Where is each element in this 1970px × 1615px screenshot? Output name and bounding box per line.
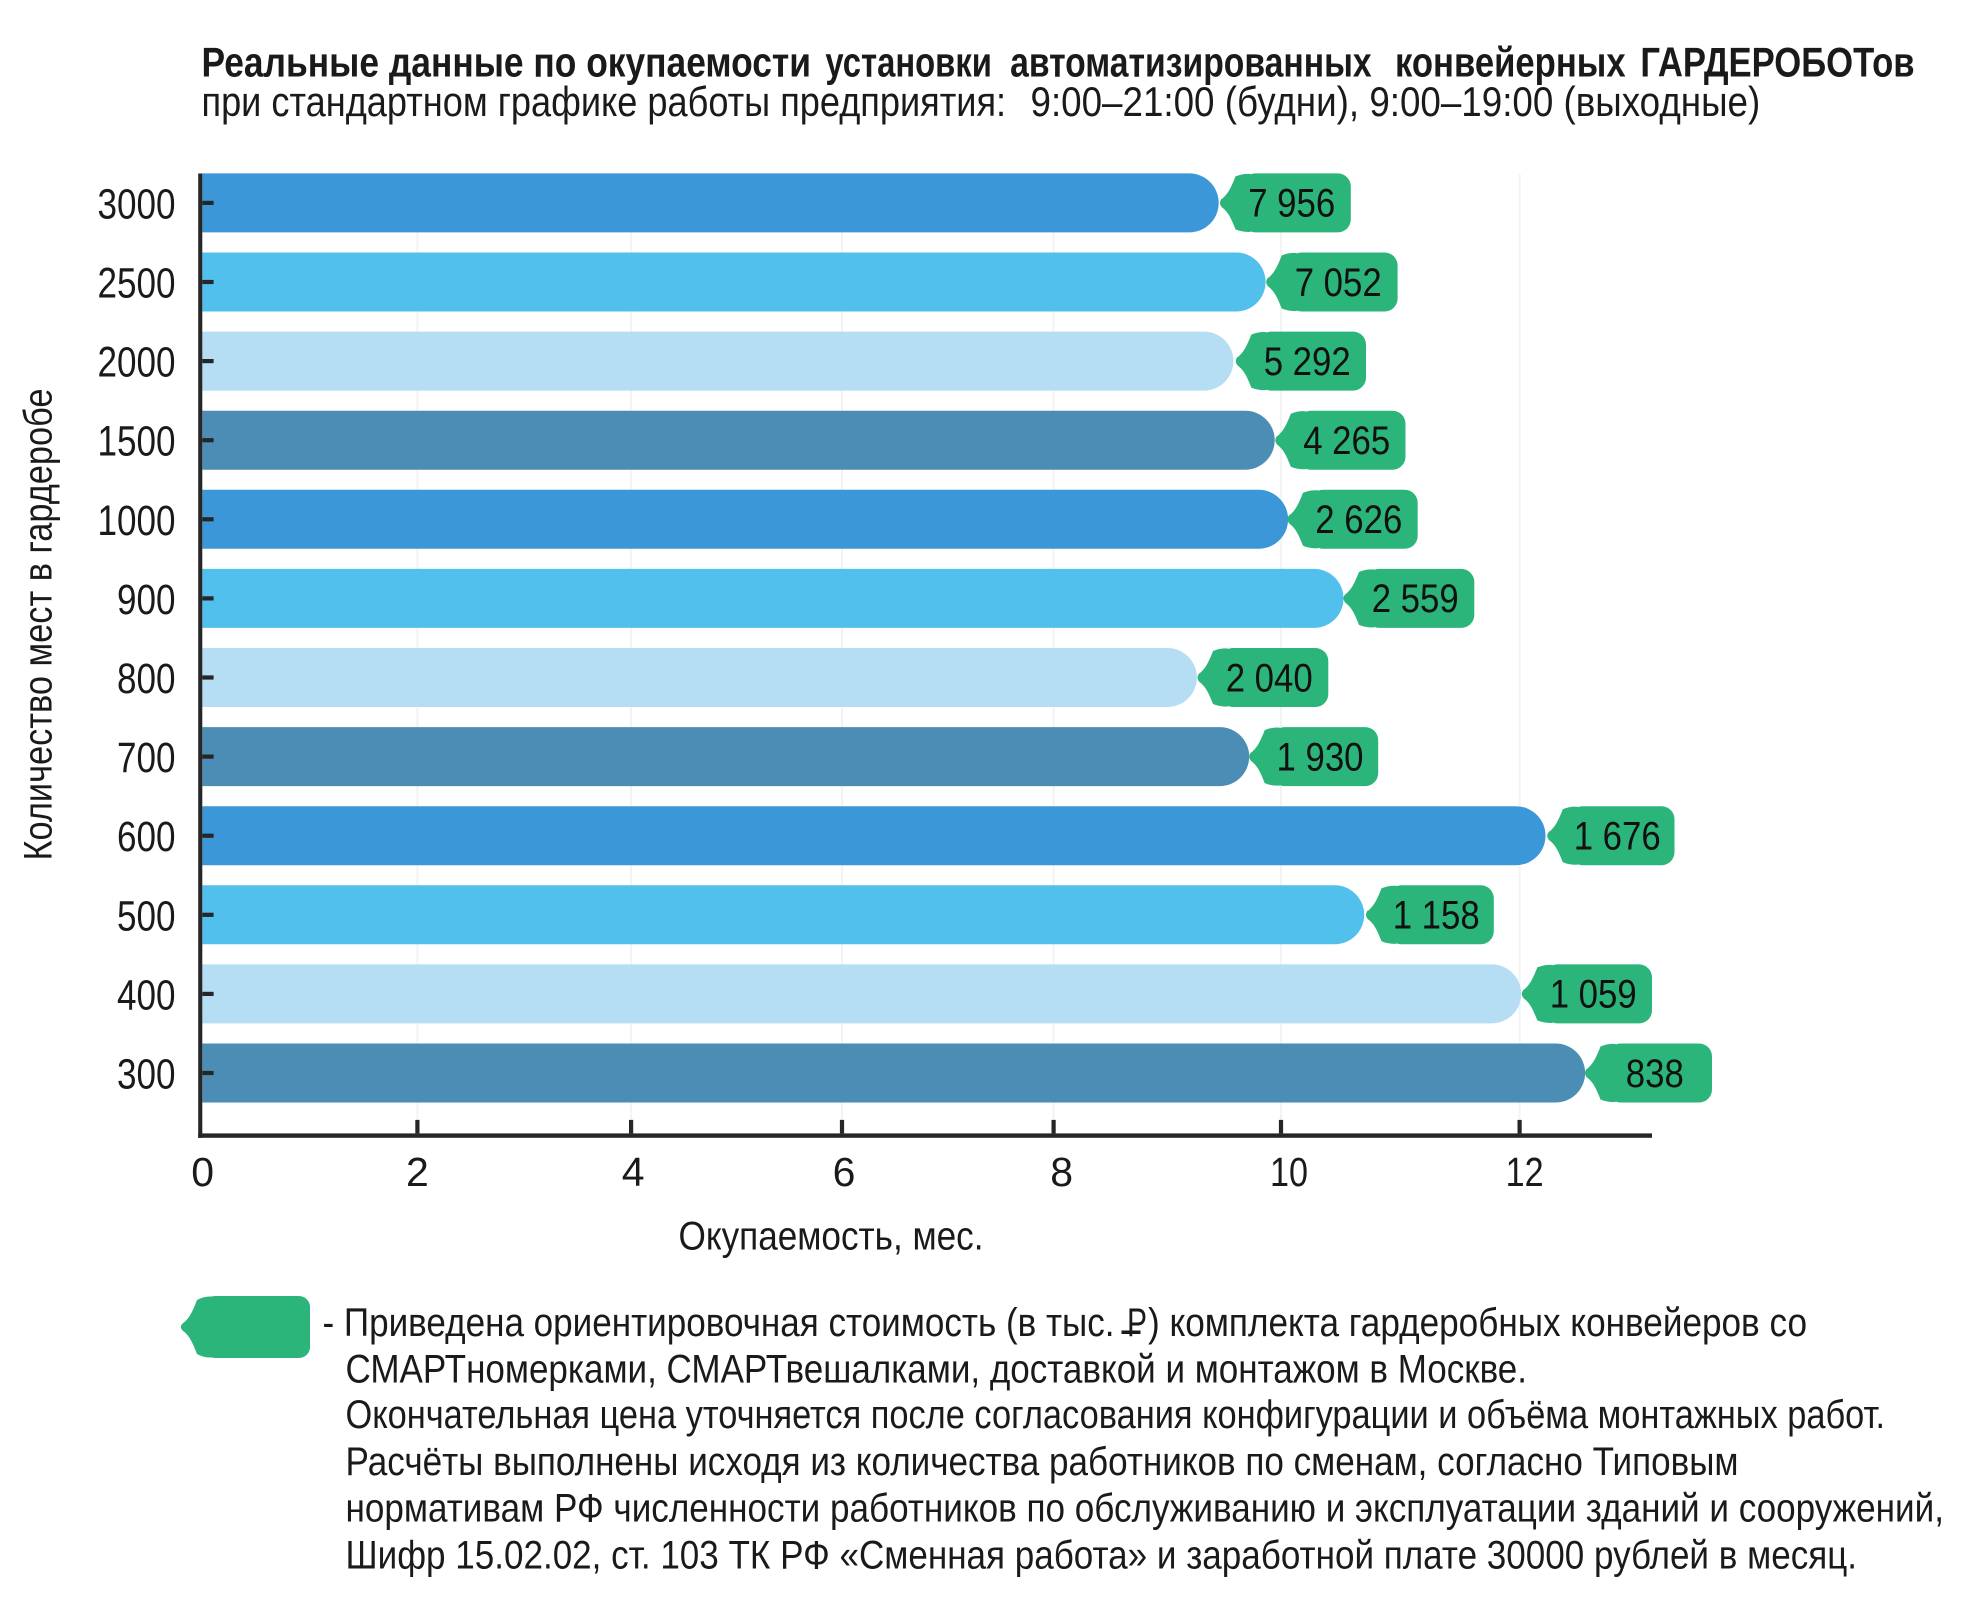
svg-text:Окончательная цена уточняется: Окончательная цена уточняется после согл…	[346, 1393, 1886, 1437]
svg-text:конвейерных: конвейерных	[1395, 39, 1626, 86]
svg-text:1 158: 1 158	[1393, 894, 1480, 938]
svg-text:7 956: 7 956	[1248, 182, 1335, 226]
svg-text:Окупаемость, мес.: Окупаемость, мес.	[679, 1215, 984, 1259]
svg-text:Р: Р	[1127, 1301, 1147, 1345]
svg-text:ГАРДЕРОБОТов: ГАРДЕРОБОТов	[1640, 39, 1914, 86]
svg-text:2 040: 2 040	[1226, 656, 1313, 700]
svg-text:Шифр 15.02.02, ст. 103 ТК РФ «: Шифр 15.02.02, ст. 103 ТК РФ «Сменная ра…	[346, 1533, 1858, 1577]
svg-text:1 930: 1 930	[1277, 735, 1364, 779]
svg-text:600: 600	[117, 813, 176, 861]
svg-text:10: 10	[1270, 1149, 1308, 1195]
svg-text:400: 400	[117, 971, 176, 1019]
svg-text:1 676: 1 676	[1574, 815, 1661, 859]
svg-text:Реальные данные по окупаемости: Реальные данные по окупаемости	[202, 39, 812, 86]
svg-text:300: 300	[117, 1051, 176, 1099]
svg-text:нормативам РФ численности рабо: нормативам РФ численности работников по …	[346, 1487, 1945, 1531]
svg-text:800: 800	[117, 655, 176, 703]
svg-text:9:00–21:00 (будни), 9:00–19:00: 9:00–21:00 (будни), 9:00–19:00 (выходные…	[1031, 78, 1761, 125]
svg-text:2 626: 2 626	[1315, 498, 1402, 542]
svg-text:1 059: 1 059	[1550, 973, 1637, 1017]
svg-text:1500: 1500	[98, 418, 176, 466]
svg-text:Количество мест в гардеробе: Количество мест в гардеробе	[17, 389, 61, 861]
svg-text:) комплекта гардеробных конвей: ) комплекта гардеробных конвейеров со	[1148, 1301, 1807, 1345]
svg-text:4: 4	[622, 1149, 645, 1195]
svg-text:2: 2	[406, 1149, 429, 1195]
svg-text:2000: 2000	[98, 339, 176, 387]
svg-text:2500: 2500	[98, 260, 176, 308]
svg-text:Расчёты выполнены исходя из ко: Расчёты выполнены исходя из количества р…	[346, 1440, 1739, 1484]
svg-text:3000: 3000	[98, 180, 176, 228]
svg-text:1000: 1000	[98, 497, 176, 545]
svg-text:автоматизированных: автоматизированных	[1010, 39, 1372, 86]
svg-text:900: 900	[117, 576, 176, 624]
svg-text:7 052: 7 052	[1295, 261, 1382, 305]
svg-text:5 292: 5 292	[1264, 340, 1351, 384]
svg-text:500: 500	[117, 892, 176, 940]
svg-text:СМАРТномерками, СМАРТвешалками: СМАРТномерками, СМАРТвешалками, доставко…	[346, 1347, 1528, 1391]
svg-text:при стандартном графике работы: при стандартном графике работы предприят…	[202, 78, 1007, 125]
svg-text:700: 700	[117, 734, 176, 782]
svg-text:установки: установки	[825, 39, 992, 86]
svg-text:12: 12	[1506, 1149, 1544, 1195]
svg-text:6: 6	[833, 1149, 856, 1195]
svg-text:8: 8	[1050, 1149, 1073, 1195]
svg-text:838: 838	[1626, 1052, 1684, 1096]
svg-text:4 265: 4 265	[1303, 419, 1390, 463]
svg-text:0: 0	[191, 1149, 214, 1195]
svg-text:- Приведена ориентировочная ст: - Приведена ориентировочная стоимость (в…	[323, 1301, 1115, 1345]
svg-text:2 559: 2 559	[1372, 577, 1459, 621]
